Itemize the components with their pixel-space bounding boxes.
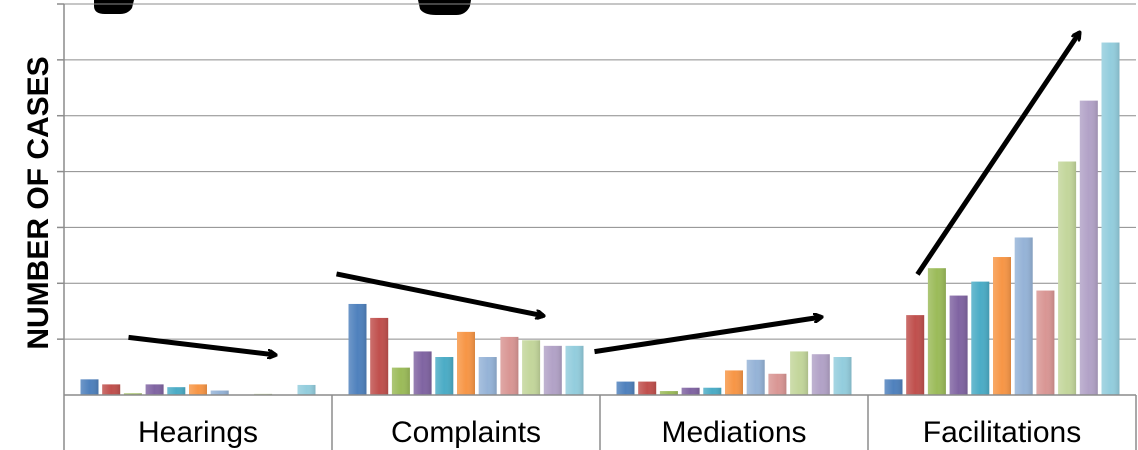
bar-shading [746, 359, 765, 395]
bar-shading [927, 268, 946, 395]
bar-shading [1036, 290, 1055, 395]
bar-shading [790, 351, 809, 395]
bar-shading [768, 373, 787, 395]
bar-shading [167, 387, 186, 395]
bar-shading [370, 317, 389, 395]
x-axis-labels: Hearings Complaints Mediations Facilitation… [138, 416, 1081, 449]
trend-arrows [128, 33, 1080, 355]
category-label: Mediations [661, 416, 806, 449]
bar-shading [297, 384, 316, 395]
bar-shading [993, 257, 1011, 395]
bar-shading [833, 357, 852, 395]
bar-shading [906, 315, 925, 395]
bar-shading [80, 379, 99, 395]
bar-shading [1079, 100, 1098, 395]
bar-shading [949, 295, 968, 395]
bar-shading [413, 351, 432, 395]
bar-shading [638, 381, 657, 395]
bar-series [80, 42, 1120, 395]
bar-shading [1058, 161, 1077, 395]
bar-shading [681, 387, 700, 395]
bar-shading [189, 384, 207, 395]
bar-shading [659, 391, 678, 395]
bar-shading [348, 303, 367, 395]
category-label: Facilitations [923, 416, 1081, 449]
trend-arrow [594, 317, 822, 355]
bar-shading [811, 354, 830, 395]
bar-shading [971, 281, 990, 395]
category-label: Hearings [138, 416, 258, 449]
bar-shading [478, 357, 497, 395]
bar-shading [145, 384, 164, 395]
bar-shading [457, 331, 475, 395]
bar-shading [210, 390, 229, 395]
bar-shading [884, 379, 903, 395]
trend-arrow [915, 33, 1080, 276]
bar-shading [616, 381, 635, 395]
y-axis-title: NUMBER OF CASES [22, 56, 55, 349]
bar-shading [435, 357, 454, 395]
bar-shading [522, 340, 541, 395]
cropped-title-fragment [94, 0, 471, 15]
trend-arrow [336, 271, 544, 316]
category-label: Complaints [391, 416, 541, 449]
trend-arrow [128, 334, 276, 355]
bar-shading [565, 345, 584, 395]
bar-shading [1101, 42, 1120, 395]
bar-shading [500, 336, 519, 395]
bar-shading [703, 387, 722, 395]
bar-shading [391, 367, 410, 395]
bar-shading [1014, 237, 1033, 395]
axes [63, 4, 1137, 450]
bar-shading [543, 345, 562, 395]
bar-shading [102, 384, 121, 395]
gridlines [57, 3, 1136, 340]
bar-shading [123, 393, 142, 395]
bar-shading [725, 370, 743, 395]
